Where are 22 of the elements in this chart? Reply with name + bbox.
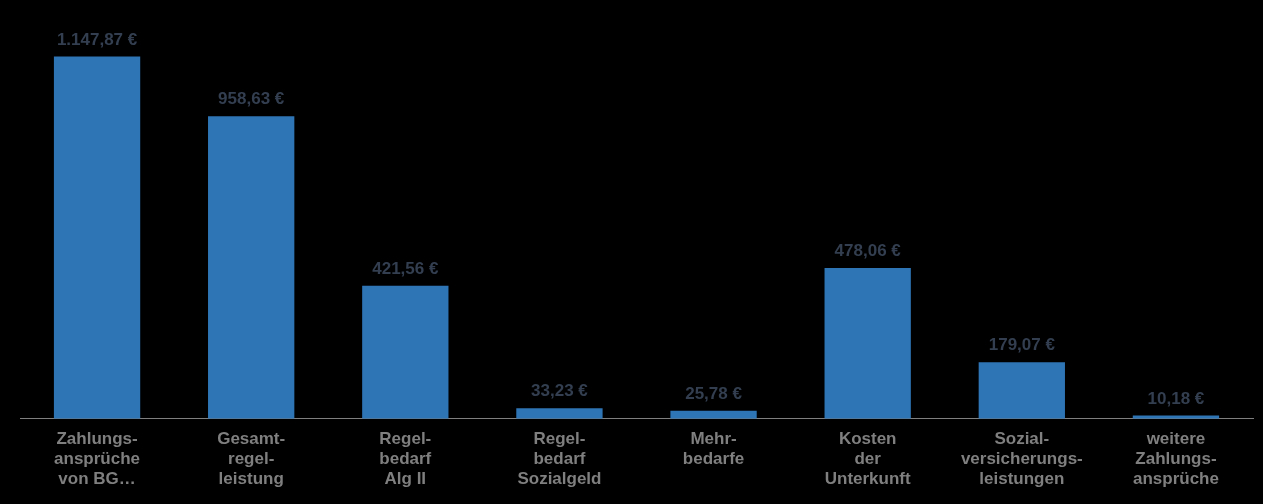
data-label: 10,18 € [1147, 388, 1205, 408]
data-label: 421,56 € [372, 258, 439, 278]
x-tick-label: Mehr- bedarfe [682, 428, 745, 469]
data-label: 33,23 € [531, 381, 589, 401]
bar [362, 285, 449, 419]
x-tick-label: Kosten der Unterkunft [824, 428, 911, 489]
data-label: 958,63 € [218, 89, 285, 109]
x-tick-label: Gesamt- regel- leistung [217, 428, 286, 489]
x-tick-label: Regel- bedarf Alg II [379, 428, 432, 489]
x-tick-label: weitere Zahlungs- ansprüche [1132, 428, 1219, 489]
bar [208, 116, 295, 419]
x-tick-label: Sozial- versicherungs- leistungen [960, 428, 1083, 489]
bar [978, 362, 1065, 419]
data-label: 1.147,87 € [56, 29, 138, 49]
bar [516, 408, 603, 419]
data-label: 179,07 € [988, 335, 1056, 355]
bar [53, 56, 141, 419]
data-label: 25,78 € [685, 383, 743, 403]
data-label: 478,06 € [834, 241, 902, 261]
x-tick-label: Zahlungs- ansprüche von BG… [54, 428, 141, 489]
x-tick-label: Regel- bedarf Sozialgeld [517, 428, 602, 489]
bar [824, 267, 911, 419]
